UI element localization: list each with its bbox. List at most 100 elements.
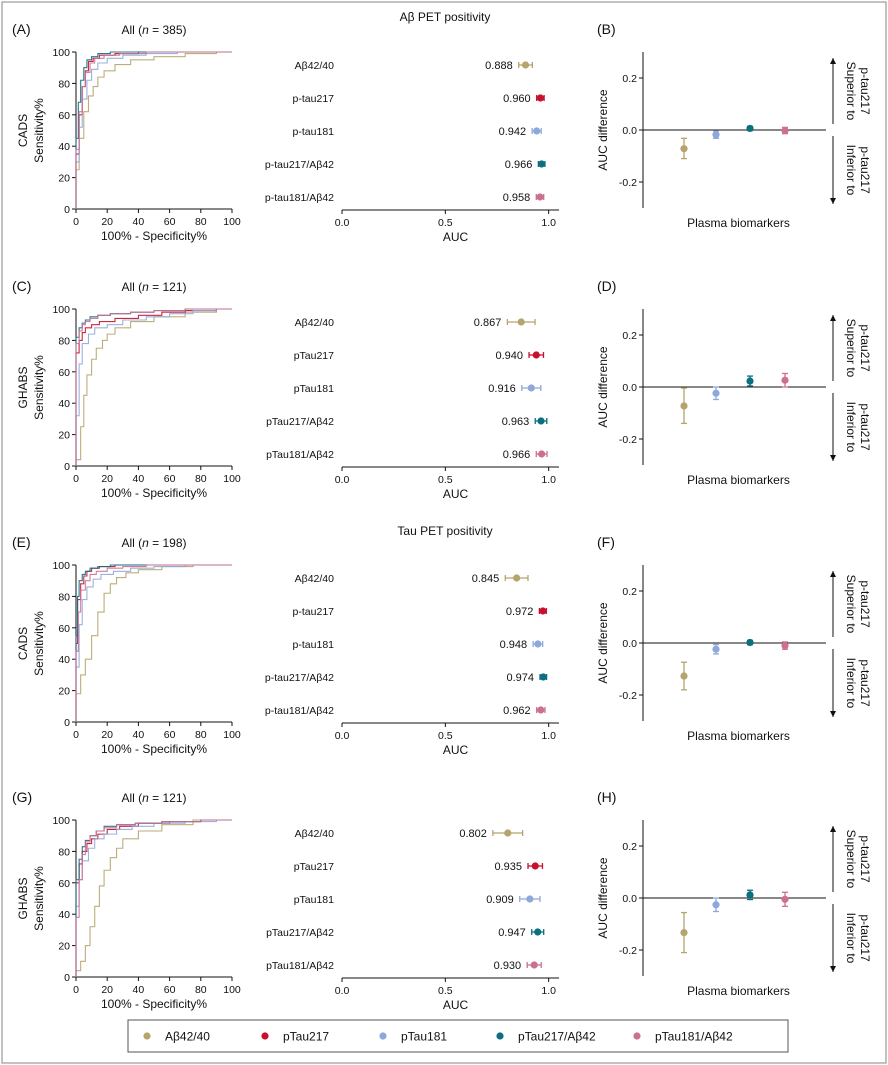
superior-label: p-tau217 bbox=[858, 324, 872, 372]
row-label: pTau217/Aβ42 bbox=[266, 416, 334, 428]
row-label: Aβ42/40 bbox=[295, 828, 334, 840]
row-label: pTau217/Aβ42 bbox=[266, 927, 334, 939]
panel-label: (H) bbox=[597, 789, 616, 805]
inferior-label: p-tau217 bbox=[858, 403, 872, 451]
row-label: p-tau181 bbox=[293, 126, 335, 138]
auc-value-label: 0.845 bbox=[472, 573, 500, 585]
y-tick-label: 20 bbox=[58, 686, 70, 698]
x-tick-label: 0 bbox=[73, 216, 79, 228]
difference-point bbox=[712, 389, 720, 397]
y-tick-label: 0.0 bbox=[622, 382, 637, 394]
x-axis-label: 100% - Specificity% bbox=[101, 742, 207, 756]
superior-arrowhead bbox=[830, 826, 836, 832]
difference-point bbox=[746, 891, 754, 899]
superior-label: Superior to bbox=[844, 62, 858, 121]
superior-label: p-tau217 bbox=[858, 835, 872, 883]
x-tick-label: 0.0 bbox=[335, 985, 350, 997]
auc-value-label: 0.909 bbox=[486, 894, 514, 906]
x-tick-label: 80 bbox=[195, 216, 207, 228]
x-tick-label: 60 bbox=[164, 216, 176, 228]
auc-point bbox=[532, 351, 540, 359]
y-tick-label: 0 bbox=[64, 972, 70, 984]
auc-point bbox=[504, 829, 512, 837]
y-tick-label: 0.2 bbox=[622, 73, 637, 85]
y-axis-label: AUC difference bbox=[596, 346, 610, 427]
difference-point bbox=[712, 645, 720, 653]
y-tick-label: 100 bbox=[52, 47, 70, 59]
row-label: pTau217 bbox=[294, 350, 334, 362]
cohort-label: GHABS bbox=[16, 366, 30, 408]
superior-label: p-tau217 bbox=[858, 67, 872, 115]
x-tick-label: 0.0 bbox=[335, 730, 350, 742]
x-tick-label: 1.0 bbox=[541, 730, 556, 742]
superior-label: Superior to bbox=[844, 830, 858, 889]
y-tick-label: 20 bbox=[58, 941, 70, 953]
y-axis-label: AUC difference bbox=[596, 857, 610, 938]
auc-value-label: 0.867 bbox=[474, 317, 502, 329]
x-tick-label: 0.0 bbox=[335, 474, 350, 486]
row-label: p-tau181/Aβ42 bbox=[265, 705, 334, 717]
inferior-label: p-tau217 bbox=[858, 914, 872, 962]
row-label: p-tau217 bbox=[293, 606, 335, 618]
x-axis-label: Plasma biomarkers bbox=[687, 216, 790, 230]
y-tick-label: -0.2 bbox=[619, 690, 637, 702]
x-tick-label: 0 bbox=[73, 729, 79, 741]
inferior-label: p-tau217 bbox=[858, 146, 872, 194]
x-tick-label: 20 bbox=[101, 984, 113, 996]
x-tick-label: 60 bbox=[164, 729, 176, 741]
section-title-abeta: Aβ PET positivity bbox=[400, 10, 491, 24]
roc-curve bbox=[75, 819, 232, 977]
auc-point bbox=[513, 574, 521, 582]
panel-label: (B) bbox=[597, 21, 616, 37]
inferior-label: Inferior to bbox=[844, 913, 858, 964]
difference-panel: (D) 0.2 0.0 -0.2 AUC difference Plasma biomar… bbox=[596, 278, 872, 487]
auc-value-label: 0.888 bbox=[485, 60, 513, 72]
auc-point bbox=[539, 673, 547, 681]
x-tick-label: 60 bbox=[164, 984, 176, 996]
difference-point bbox=[781, 642, 789, 650]
x-axis-label: 100% - Specificity% bbox=[101, 229, 207, 243]
x-axis-label: 100% - Specificity% bbox=[101, 997, 207, 1011]
auc-value-label: 0.966 bbox=[503, 449, 531, 461]
row-label: p-tau181/Aβ42 bbox=[265, 192, 334, 204]
roc-panel: (A) All (n = 385) CADS Sensitivity% 0 20 40 60 8… bbox=[12, 21, 241, 243]
auc-value-label: 0.916 bbox=[488, 383, 516, 395]
y-tick-label: 0.2 bbox=[622, 330, 637, 342]
cohort-label: GHABS bbox=[16, 877, 30, 919]
y-tick-label: 20 bbox=[58, 173, 70, 185]
difference-point bbox=[781, 376, 789, 384]
y-tick-label: 60 bbox=[58, 110, 70, 122]
x-axis-label: Plasma biomarkers bbox=[687, 984, 790, 998]
roc-panel: (E) All (n = 198) CADS Sensitivity% 0 20 40 60 8… bbox=[12, 534, 241, 756]
y-tick-label: 100 bbox=[52, 815, 70, 827]
legend-marker bbox=[379, 1032, 387, 1040]
x-tick-label: 80 bbox=[195, 473, 207, 485]
auc-value-label: 0.940 bbox=[496, 350, 524, 362]
auc-point bbox=[537, 417, 545, 425]
section-title-tau: Tau PET positivity bbox=[397, 524, 492, 538]
x-tick-label: 1.0 bbox=[541, 217, 556, 229]
legend-label: pTau217/Aβ42 bbox=[518, 1030, 596, 1044]
legend-box bbox=[127, 1019, 789, 1053]
legend-marker bbox=[143, 1032, 151, 1040]
superior-arrowhead bbox=[830, 571, 836, 577]
forest-panel: 0.0 0.5 1.0 AUC Aβ42/40 0.845 p-tau217 0.972 p-t… bbox=[265, 573, 559, 757]
y-axis-label: Sensitivity% bbox=[32, 355, 46, 420]
roc-curve bbox=[75, 51, 232, 209]
y-axis-label: AUC difference bbox=[596, 602, 610, 683]
difference-point bbox=[746, 638, 754, 647]
x-tick-label: 0.5 bbox=[438, 985, 453, 997]
auc-value-label: 0.942 bbox=[499, 126, 527, 138]
legend: Aβ42/40 pTau217 pTau181 pTau217/Aβ42 pTau181… bbox=[127, 1019, 789, 1053]
difference-point bbox=[746, 377, 754, 385]
auc-point bbox=[531, 862, 539, 870]
roc-curve bbox=[75, 564, 232, 722]
auc-point bbox=[526, 895, 534, 903]
y-tick-label: 20 bbox=[58, 430, 70, 442]
x-tick-label: 0.5 bbox=[438, 730, 453, 742]
auc-value-label: 0.802 bbox=[459, 828, 487, 840]
x-axis-label: 100% - Specificity% bbox=[101, 486, 207, 500]
y-axis-label: AUC difference bbox=[596, 89, 610, 170]
auc-point bbox=[530, 961, 538, 969]
